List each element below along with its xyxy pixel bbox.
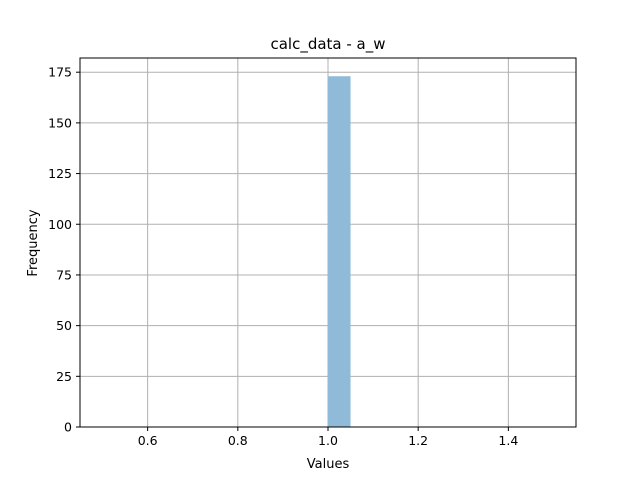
x-tick-label: 0.8	[228, 433, 248, 448]
x-tick-label: 1.0	[318, 433, 338, 448]
x-axis-label: Values	[307, 457, 350, 472]
x-tick-label: 0.6	[138, 433, 158, 448]
y-axis-ticks: 0 25 50 75 100 125 150 175	[48, 65, 80, 435]
histogram-bar	[328, 76, 351, 427]
y-tick-label: 50	[56, 318, 72, 333]
chart-title: calc_data - a_w	[270, 35, 385, 54]
y-tick-label: 75	[56, 267, 72, 282]
x-tick-label: 1.4	[498, 433, 518, 448]
x-tick-label: 1.2	[408, 433, 428, 448]
x-axis-ticks: 0.6 0.8 1.0 1.2 1.4	[138, 427, 518, 448]
histogram-bars	[328, 76, 351, 427]
y-axis-label: Frequency	[26, 209, 41, 276]
y-tick-label: 150	[48, 115, 72, 130]
y-tick-label: 0	[64, 420, 72, 435]
y-tick-label: 175	[48, 65, 72, 80]
y-tick-label: 100	[48, 217, 72, 232]
y-tick-label: 25	[56, 369, 72, 384]
y-tick-label: 125	[48, 166, 72, 181]
